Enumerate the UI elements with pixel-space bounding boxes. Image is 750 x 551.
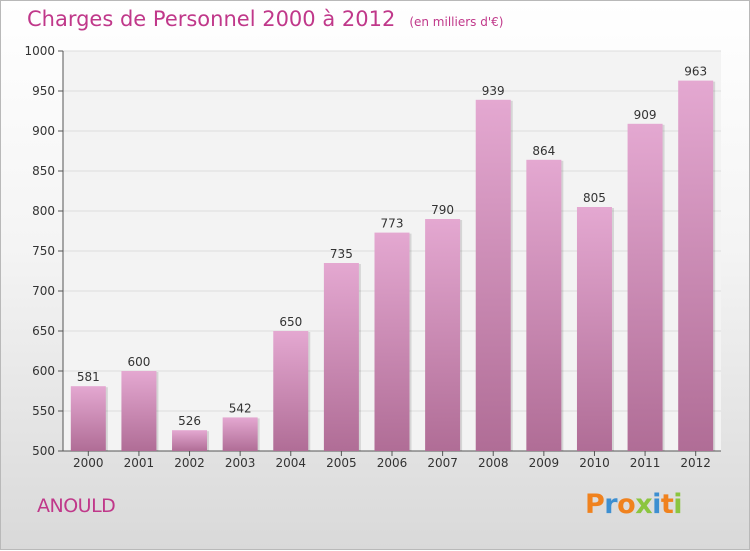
bar <box>627 123 663 452</box>
y-tick-label: 550 <box>32 404 55 418</box>
bar-value-label: 864 <box>532 144 555 158</box>
logo-letter: P <box>585 489 605 520</box>
logo-letter: t <box>660 489 674 520</box>
bar-value-label: 581 <box>77 370 100 384</box>
bar-value-label: 939 <box>482 84 505 98</box>
bar-value-label: 909 <box>634 108 657 122</box>
x-tick-label: 2007 <box>427 456 458 470</box>
chart-title: Charges de Personnel 2000 à 2012 (en mill… <box>27 7 503 31</box>
bar <box>70 386 106 451</box>
bar <box>526 159 562 452</box>
y-tick-label: 950 <box>32 84 55 98</box>
logo-letter: r <box>604 489 618 520</box>
x-tick-label: 2008 <box>478 456 509 470</box>
bar <box>121 371 157 451</box>
x-tick-label: 2011 <box>630 456 661 470</box>
x-tick-label: 2009 <box>529 456 560 470</box>
bar <box>222 417 258 451</box>
bar-value-label: 805 <box>583 191 606 205</box>
y-tick-label: 900 <box>32 124 55 138</box>
bar-value-label: 542 <box>229 401 252 415</box>
x-tick-label: 2001 <box>124 456 155 470</box>
bar <box>323 263 359 451</box>
bar-value-label: 600 <box>127 355 150 369</box>
commune-name: ANOULD <box>37 495 116 517</box>
x-tick-label: 2006 <box>377 456 408 470</box>
y-tick-label: 600 <box>32 364 55 378</box>
y-tick-label: 1000 <box>24 44 55 58</box>
bar <box>678 80 714 451</box>
y-tick-label: 700 <box>32 284 55 298</box>
bar-value-label: 526 <box>178 414 201 428</box>
bar-value-label: 735 <box>330 247 353 261</box>
logo-letter: i <box>652 489 661 520</box>
y-tick-label: 750 <box>32 244 55 258</box>
bar <box>374 232 410 451</box>
bar-value-label: 650 <box>279 315 302 329</box>
y-tick-label: 850 <box>32 164 55 178</box>
chart-subtitle: (en milliers d'€) <box>409 15 504 29</box>
x-tick-label: 2012 <box>680 456 711 470</box>
x-tick-label: 2004 <box>275 456 306 470</box>
bar <box>172 430 208 451</box>
x-tick-label: 2010 <box>579 456 610 470</box>
bar <box>425 219 461 451</box>
x-tick-label: 2003 <box>225 456 256 470</box>
bar-value-label: 790 <box>431 203 454 217</box>
bar <box>576 207 612 451</box>
y-tick-label: 650 <box>32 324 55 338</box>
y-tick-label: 800 <box>32 204 55 218</box>
y-tick-label: 500 <box>32 444 55 458</box>
bar-value-label: 773 <box>381 217 404 231</box>
bar <box>475 99 511 452</box>
x-tick-label: 2000 <box>73 456 104 470</box>
logo-letter: i <box>673 489 683 520</box>
x-tick-label: 2002 <box>174 456 205 470</box>
bar <box>273 331 309 451</box>
logo-letter: o <box>617 489 636 520</box>
x-tick-label: 2005 <box>326 456 357 470</box>
chart-title-text: Charges de Personnel 2000 à 2012 <box>27 7 396 31</box>
bar-value-label: 963 <box>684 65 707 79</box>
logo-letter: x <box>635 489 653 520</box>
proxiti-logo: Proxiti <box>585 489 683 520</box>
